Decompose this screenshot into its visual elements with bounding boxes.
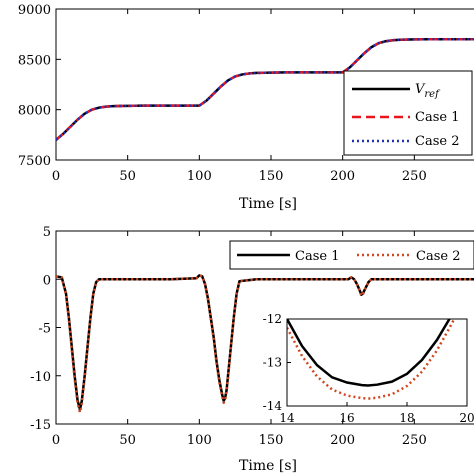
x-axis-title-bottom: Time [s] [239,458,297,474]
bottom-ytick-label: -10 [30,370,51,385]
bottom-ytick-label: -15 [30,418,51,433]
top-xtick-label: 250 [402,169,427,184]
top-xtick-label: 150 [259,169,284,184]
top-ytick-label: 8500 [18,53,51,68]
legend-label-case1-top: Case 1 [415,110,459,125]
bottom-xtick-label: 150 [259,433,284,448]
y-axis-ticks-bottom: -15 -10 -5 0 5 [30,225,61,433]
bottom-ytick-label: -5 [38,322,51,337]
inset-xtick-label: 16 [339,411,354,425]
y-axis-ticks-top: 7500 8000 8500 9000 [18,3,61,169]
inset-x-ticks: 14 16 18 20 [279,402,474,425]
legend-label-case2-bottom: Case 2 [416,249,460,264]
x-axis-ticks-bottom: 0501001502002503 [52,231,427,448]
bottom-xtick-label: 200 [330,433,355,448]
bottom-xtick-label: 250 [402,433,427,448]
legend-label-case2-top: Case 2 [415,134,459,149]
bottom-ytick-label: 0 [43,273,51,288]
inset-series-line-2 [287,319,456,400]
bottom-xtick-label: 100 [187,433,212,448]
x-axis-title-top: Time [s] [239,196,297,212]
top-xtick-label: 0 [52,169,60,184]
legend-top: Vref Case 1 Case 2 [343,70,473,156]
inset-y-ticks: -14 -13 -12 [263,312,291,413]
series-lines-bottom [56,274,474,414]
inset-ytick-label: -14 [263,399,283,413]
legend-label-vref: Vref [415,82,441,100]
legend-label-case1-bottom: Case 1 [295,249,339,264]
top-series-line-3 [56,37,474,141]
top-ytick-label: 7500 [18,154,51,169]
bottom-xtick-label: 0 [52,433,60,448]
inset-background [287,319,467,406]
legend-bottom: Case 1 Case 2 [229,240,474,270]
bottom-series-line-2 [56,274,474,414]
top-xtick-label: 100 [187,169,212,184]
bottom-xtick-label: 50 [119,433,136,448]
top-xtick-label: 200 [330,169,355,184]
series-lines-top [56,37,474,141]
inset-ytick-label: -13 [263,356,282,370]
bottom-ytick-label: 5 [43,225,51,240]
inset-xtick-label: 20 [459,411,474,425]
inset-chart: 14 16 18 20 -14 -13 -12 [263,312,474,425]
top-ytick-label: 9000 [18,3,51,18]
inset-series-line-1 [287,319,451,387]
inset-xtick-label: 18 [399,411,414,425]
top-ytick-label: 8000 [18,104,51,119]
inset-ytick-label: -12 [263,312,282,326]
chart-bottom: 0501001502002503 -15-10-505 Time [s] Cas… [30,225,474,474]
x-axis-ticks-top: 05010015020025030 [52,9,427,184]
top-xtick-label: 50 [119,169,136,184]
inset-series-lines [287,319,456,400]
inset-xtick-label: 14 [279,411,295,425]
